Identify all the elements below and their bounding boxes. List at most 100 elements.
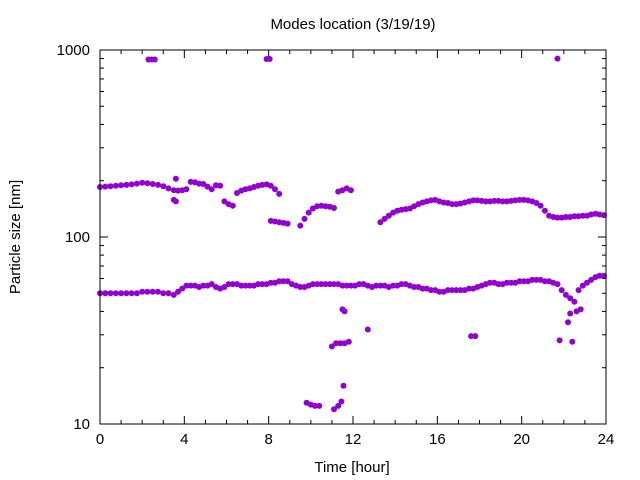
data-point [331,205,337,211]
data-point [444,287,451,294]
data-point [326,281,333,288]
data-point [128,290,135,297]
data-point [341,308,348,315]
data-point [118,182,125,189]
data-point [487,279,493,286]
x-tick-label: 16 [429,431,446,448]
data-point [541,278,548,285]
data-point [335,402,342,409]
data-point [123,290,130,297]
data-point [267,182,274,189]
data-point [338,398,345,405]
y-tick-label: 10 [73,416,90,433]
data-point [449,201,456,208]
data-point [266,56,273,62]
data-point [144,288,151,295]
data-point [340,382,347,389]
data-point [381,215,388,222]
data-point [385,212,392,219]
data-point [160,290,167,297]
data-point [419,285,426,292]
data-point [520,278,527,285]
y-axis-label: Particle size [nm] [7,180,24,294]
data-point [468,333,475,340]
data-point [331,281,337,288]
data-point [364,326,371,333]
data-point [562,291,569,298]
data-point [333,340,340,347]
data-point [554,214,561,221]
data-point [316,402,323,409]
data-point [600,272,607,279]
data-point [107,183,114,190]
data-point [529,276,536,283]
data-point [297,284,304,290]
data-point [128,181,135,188]
data-point [328,343,335,350]
data-point [217,182,224,189]
data-point [225,281,232,288]
data-point [541,207,548,214]
data-point [144,180,151,187]
data-point [565,319,571,326]
data-point [337,340,344,347]
data-point [390,282,397,289]
data-point [246,282,253,289]
data-point [284,278,291,285]
data-point [229,202,236,209]
data-point [600,212,607,219]
data-point [377,282,384,289]
data-point [267,279,274,286]
data-point [356,281,363,288]
data-point [165,290,172,297]
x-tick-label: 0 [96,431,104,448]
data-point [102,183,109,190]
data-point [472,333,479,340]
data-point [314,281,321,288]
data-point [575,287,582,294]
data-point [133,290,140,297]
data-point [567,310,574,317]
data-point [255,281,262,288]
x-tick-label: 8 [264,431,272,448]
data-point [449,287,456,294]
data-point [579,282,586,289]
data-point [588,276,595,283]
y-tick-label: 1000 [57,42,90,59]
data-point [301,215,308,222]
data-point [554,281,561,288]
data-point [339,282,346,289]
data-point [151,56,158,63]
data-point [133,180,140,187]
minor-ticks [100,50,606,424]
data-point [175,288,181,295]
data-point [284,220,291,227]
data-point [377,219,384,226]
data-points [97,55,607,413]
data-point [276,190,283,197]
data-point [411,284,418,290]
data-point [558,287,565,294]
data-point [170,196,177,203]
data-point [305,209,312,216]
data-point [533,276,540,283]
data-point [571,298,578,305]
data-point [516,196,523,203]
data-point [112,290,119,297]
x-tick-label: 4 [180,431,188,448]
data-point [554,55,561,62]
data-point [428,287,434,294]
data-point [322,281,329,288]
x-tick-label: 12 [345,431,362,448]
data-point [149,181,156,187]
data-point [596,272,603,279]
data-point [466,285,472,292]
data-point [208,281,215,288]
data-point [187,282,194,289]
data-point [238,282,245,289]
data-point [556,337,563,344]
data-point [165,185,172,192]
data-point [569,338,576,345]
data-point [312,402,318,409]
